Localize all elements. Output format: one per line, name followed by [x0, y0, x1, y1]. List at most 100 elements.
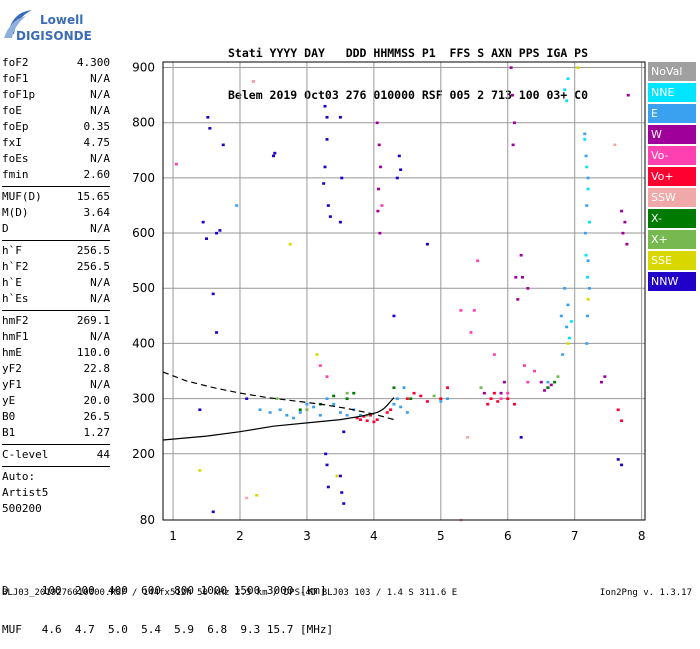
echo-point-w: [539, 380, 543, 384]
param-row-hmf1: hmF1 N/A: [2, 330, 110, 344]
legend-item-e: E: [648, 104, 696, 123]
param-value: N/A: [90, 152, 110, 165]
echo-point-e: [439, 400, 443, 403]
echo-point-nnw: [323, 165, 327, 169]
param-value: N/A: [90, 276, 110, 289]
echo-point-nne: [566, 77, 570, 80]
echo-point-e: [358, 413, 362, 417]
param-label: D: [2, 222, 9, 235]
param-separator: [2, 310, 110, 311]
echo-point-nnw: [326, 204, 330, 207]
echo-point-nnw: [201, 220, 205, 224]
echo-point-e: [585, 342, 589, 345]
echo-point-w: [375, 121, 379, 125]
x-tick-label: 6: [504, 529, 512, 543]
profile-curves: [162, 371, 395, 441]
echo-point-e: [559, 314, 563, 318]
echo-point-nnw: [211, 292, 215, 296]
echo-point-w: [621, 231, 625, 235]
echo-point-vo-: [496, 400, 500, 403]
echo-point-x-: [392, 386, 396, 389]
param-value: 269.1: [76, 314, 110, 327]
echo-point-sse: [566, 342, 570, 345]
echo-point-vo-: [506, 391, 510, 395]
param-row-fxi: fxI 4.75: [2, 136, 110, 150]
param-row-hf2: h`F2 256.5: [2, 260, 110, 274]
echo-point-vo-: [358, 418, 362, 421]
echo-point-nne: [563, 88, 567, 91]
echo-point-e: [402, 386, 406, 389]
param-separator: [2, 240, 110, 241]
echo-point-nnw: [206, 115, 210, 119]
echo-point-vo-: [385, 411, 389, 414]
echo-point-vo-: [459, 309, 463, 312]
plot-frame: [162, 61, 646, 521]
echo-point-sse: [198, 469, 202, 472]
echo-point-nnw: [392, 314, 396, 318]
echo-point-nnw: [325, 463, 329, 467]
echo-point-sse: [288, 242, 292, 246]
echo-point-vo-: [318, 364, 322, 367]
x-tick-label: 5: [437, 529, 445, 543]
param-value: 44: [96, 448, 110, 461]
echo-point-vo-: [523, 364, 526, 367]
param-row-hmf2: hmF2 269.1: [2, 314, 110, 328]
echo-point-sse: [335, 474, 339, 478]
echo-point-nne: [569, 320, 573, 323]
legend-item-vo-: Vo-: [648, 146, 696, 165]
echo-point-x-: [298, 408, 302, 412]
echo-point-nnw: [205, 237, 209, 240]
param-separator: [2, 466, 110, 467]
echo-point-w: [482, 391, 486, 395]
param-value: N/A: [90, 72, 110, 85]
x-tick-label: 4: [370, 529, 378, 543]
echo-point-nnw: [271, 154, 275, 158]
echo-point-e: [292, 416, 296, 420]
param-row-hes: h`Es N/A: [2, 292, 110, 306]
echo-point-w: [520, 276, 524, 279]
echo-point-nnw: [342, 502, 346, 505]
echo-point-vo-: [375, 418, 379, 421]
param-value: N/A: [90, 330, 110, 343]
echo-point-e: [268, 411, 272, 414]
param-separator: [2, 186, 110, 187]
param-row-fof2: foF2 4.300: [2, 56, 110, 70]
muf-distance-row: D 100 200 400 600 800 1000 1500 3000 [km…: [2, 584, 327, 597]
param-label: B0: [2, 410, 16, 423]
echo-point-w: [499, 391, 503, 395]
echo-point-e: [399, 405, 403, 409]
echo-point-nnw: [425, 242, 429, 246]
echo-point-e: [298, 411, 302, 414]
echo-point-nnw: [325, 138, 329, 141]
echo-point-x-: [556, 375, 560, 378]
echo-point-nnw: [620, 463, 624, 467]
echo-point-e: [278, 408, 282, 412]
echo-point-w: [502, 380, 506, 384]
echo-point-x-: [409, 397, 413, 401]
echo-point-w: [549, 383, 553, 387]
echo-point-ssw: [245, 496, 249, 500]
echo-point-nne: [565, 99, 569, 103]
legend-item-sse: SSE: [648, 251, 696, 270]
echo-point-e: [235, 204, 239, 207]
echo-point-e: [345, 413, 349, 417]
param-value: 3.64: [83, 206, 111, 219]
y-tick-label: 700: [132, 171, 155, 185]
y-tick-label: 500: [132, 281, 155, 295]
echo-point-nnw: [273, 151, 277, 155]
echo-point-e: [338, 411, 342, 414]
echo-point-vo-: [446, 386, 450, 389]
echo-point-w: [514, 276, 518, 279]
echo-point-vo-: [492, 353, 496, 356]
param-value: N/A: [90, 104, 110, 117]
param-value: N/A: [90, 222, 110, 235]
logo-line1: Lowell: [40, 13, 83, 27]
param-label: yF1: [2, 378, 22, 391]
echo-point-nnw: [211, 510, 215, 514]
echo-point-w: [512, 121, 516, 125]
echo-point-e: [446, 397, 450, 401]
file-info: BLJ03_2019276010000.RSF / 144fx512h 50 k…: [2, 588, 458, 598]
echo-point-sse: [255, 493, 259, 497]
curve-extrapolated: [162, 371, 395, 421]
param-row-foep: foEp 0.35: [2, 120, 110, 134]
